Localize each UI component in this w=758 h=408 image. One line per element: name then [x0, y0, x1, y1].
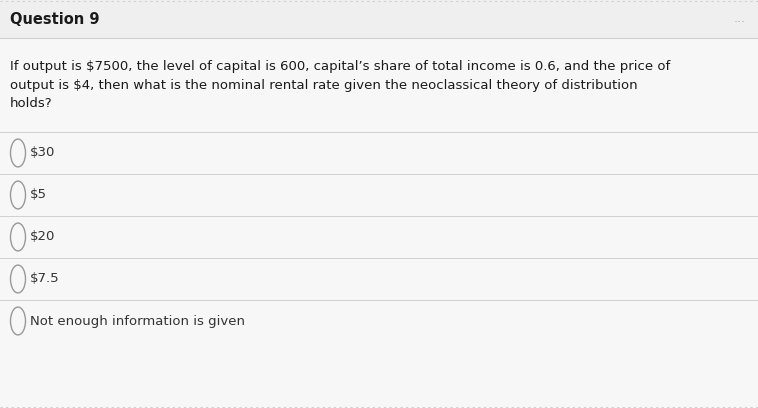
Text: $7.5: $7.5 [30, 273, 60, 286]
Text: If output is $7500, the level of capital is 600, capital’s share of total income: If output is $7500, the level of capital… [10, 60, 670, 110]
Bar [0, 0, 758, 38]
Text: $20: $20 [30, 231, 55, 244]
Text: $30: $30 [30, 146, 55, 160]
Text: Not enough information is given: Not enough information is given [30, 315, 245, 328]
Text: Question 9: Question 9 [10, 11, 99, 27]
Text: $5: $5 [30, 188, 47, 202]
Text: ...: ... [734, 13, 746, 25]
